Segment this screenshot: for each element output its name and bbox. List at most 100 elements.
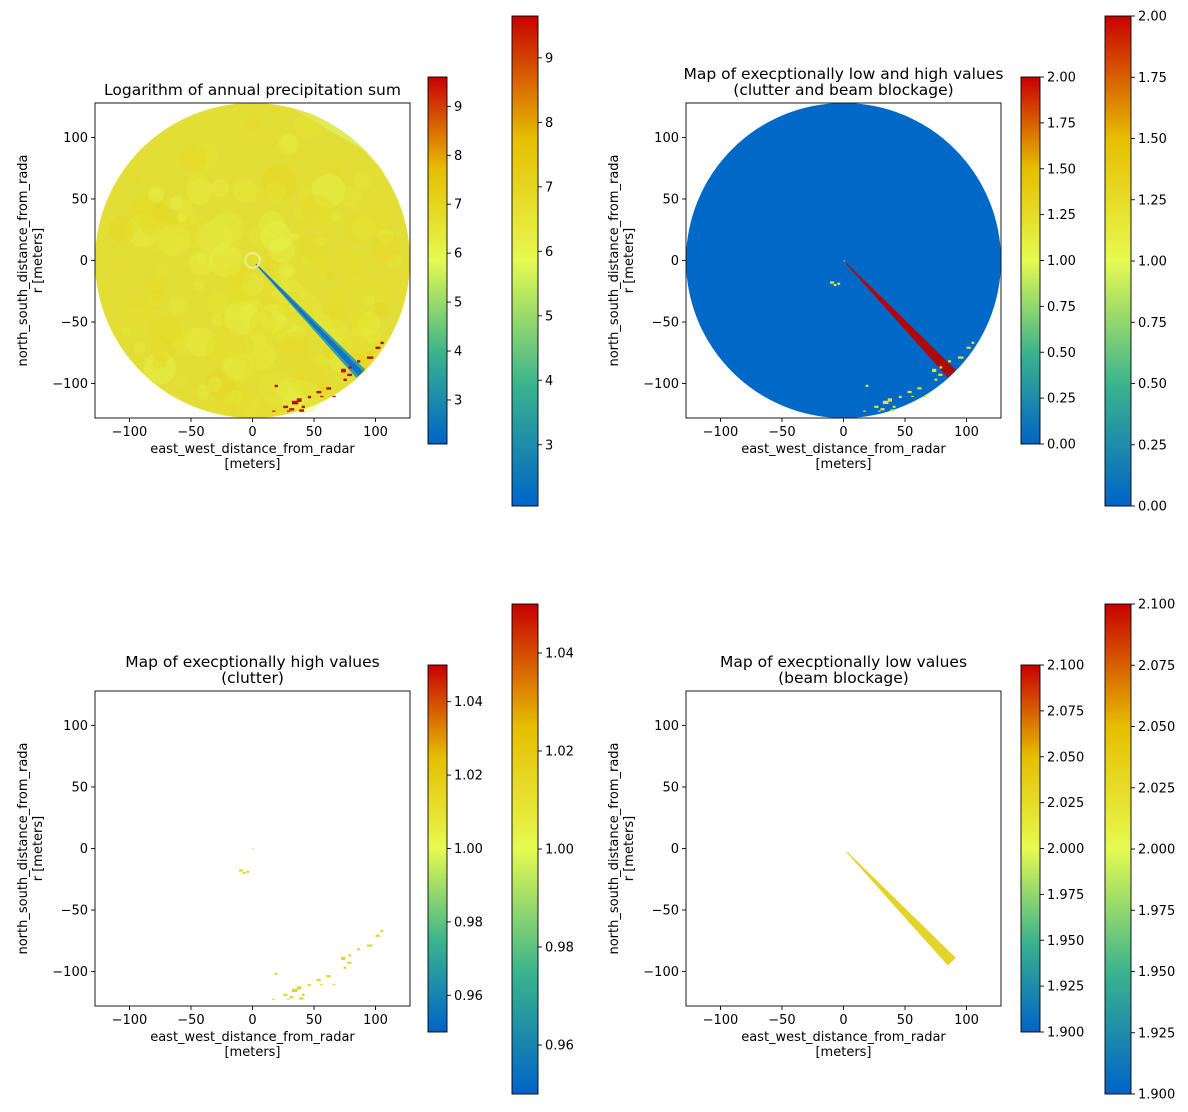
precip-texture bbox=[196, 384, 211, 399]
y-tick-label: 0 bbox=[671, 254, 679, 269]
precip-texture bbox=[297, 233, 328, 263]
mask-clutter-cell bbox=[882, 400, 889, 405]
plot-title: Map of execptionally high values bbox=[125, 653, 379, 671]
precip-texture bbox=[257, 294, 280, 317]
precip-texture bbox=[241, 272, 265, 296]
y-axis-label: r [meters] bbox=[31, 816, 46, 882]
clutter-cell bbox=[283, 993, 288, 996]
blockage-ray bbox=[846, 851, 956, 966]
precip-texture bbox=[168, 296, 188, 316]
clutter-cell bbox=[307, 983, 311, 987]
plot-content bbox=[686, 103, 1001, 418]
precip-texture bbox=[346, 326, 374, 354]
precip-texture bbox=[125, 299, 152, 325]
precip-texture bbox=[361, 204, 390, 233]
mask-clutter-cell bbox=[917, 387, 922, 390]
precip-texture bbox=[187, 172, 210, 195]
colorbar-tick-label: 1.50 bbox=[1138, 132, 1167, 147]
colorbar-tick-label: 2.00 bbox=[1047, 71, 1076, 86]
precip-texture bbox=[211, 314, 224, 327]
colorbar-1: 3 4 5 6 7 8 9 bbox=[427, 76, 462, 445]
colorbar-tick-label: 2.025 bbox=[1047, 796, 1084, 811]
y-axis-label: r [meters] bbox=[622, 228, 637, 294]
precip-texture bbox=[169, 195, 184, 211]
precip-texture bbox=[215, 325, 233, 343]
precip-clutter-cell bbox=[296, 398, 302, 402]
mask-clutter-cell bbox=[843, 260, 845, 262]
precip-texture bbox=[368, 279, 393, 304]
precip-texture bbox=[143, 351, 177, 385]
clutter-cell bbox=[347, 961, 352, 964]
precip-texture bbox=[311, 173, 346, 208]
precip-texture bbox=[172, 337, 181, 346]
precip-texture bbox=[188, 250, 214, 276]
precip-texture bbox=[371, 233, 401, 264]
precip-texture bbox=[193, 142, 220, 169]
precip-texture bbox=[358, 311, 381, 334]
precip-texture bbox=[262, 223, 281, 242]
precip-texture bbox=[154, 263, 170, 279]
precip-texture bbox=[157, 320, 182, 345]
y-tick-label: 100 bbox=[63, 131, 88, 146]
precip-texture bbox=[146, 291, 165, 310]
clutter-cell bbox=[316, 978, 321, 982]
precip-texture bbox=[258, 391, 284, 417]
precip-clutter-cell bbox=[326, 387, 332, 390]
precip-texture bbox=[290, 232, 300, 242]
precip-texture bbox=[278, 262, 294, 279]
precip-texture bbox=[177, 206, 198, 227]
colorbar-tick-label: 5 bbox=[545, 309, 553, 324]
precip-texture bbox=[191, 159, 207, 175]
precip-texture bbox=[340, 186, 362, 208]
precip-texture bbox=[287, 379, 322, 414]
colorbar-tick-label: 9 bbox=[454, 100, 462, 115]
colorbar-tick-label: 1.75 bbox=[1138, 71, 1167, 86]
y-tick-label: 0 bbox=[80, 842, 88, 857]
colorbar-tick-label: 0.25 bbox=[1047, 392, 1076, 407]
precip-texture bbox=[122, 326, 132, 336]
precip-texture bbox=[193, 280, 205, 292]
colorbar-tick-label: 9 bbox=[545, 51, 553, 66]
precip-texture bbox=[258, 371, 291, 404]
precip-texture bbox=[177, 213, 186, 222]
precip-texture bbox=[372, 302, 389, 319]
y-tick-label: 0 bbox=[671, 842, 679, 857]
colorbar-fill bbox=[1021, 77, 1040, 444]
precip-texture bbox=[226, 389, 243, 406]
precip-texture bbox=[265, 396, 279, 410]
plot-content bbox=[846, 851, 956, 966]
colorbar-fill bbox=[1105, 604, 1131, 1094]
precip-texture bbox=[151, 290, 162, 301]
y-tick-label: −50 bbox=[652, 904, 679, 919]
clutter-cell bbox=[252, 848, 254, 850]
plot-title: (beam blockage) bbox=[778, 669, 909, 687]
precip-texture bbox=[149, 223, 179, 253]
y-tick-label: 50 bbox=[662, 780, 679, 795]
colorbar-tick-label: 1.900 bbox=[1138, 1088, 1175, 1103]
mask-clutter-cell bbox=[874, 405, 879, 408]
x-tick-label: 0 bbox=[248, 1013, 256, 1028]
precip-texture bbox=[111, 222, 134, 246]
precip-texture bbox=[312, 208, 333, 229]
y-axis-label: north_south_distance_from_rada bbox=[607, 742, 622, 954]
colorbar-tick-label: 2.000 bbox=[1138, 843, 1175, 858]
y-tick-label: −50 bbox=[61, 904, 88, 919]
precip-clutter-cell bbox=[347, 373, 353, 377]
colorbar-tick-label: 0.96 bbox=[454, 989, 483, 1004]
precip-texture bbox=[378, 229, 394, 244]
precip-texture bbox=[363, 295, 375, 307]
precip-texture bbox=[342, 276, 373, 306]
precip-texture bbox=[291, 363, 327, 399]
x-tick-label: −100 bbox=[703, 425, 739, 440]
x-axis-label: east_west_distance_from_radar bbox=[150, 1030, 355, 1045]
colorbar-tick-label: 0.50 bbox=[1047, 346, 1076, 361]
x-tick-label: 50 bbox=[306, 1013, 323, 1028]
colorbar-tick-label: 1.04 bbox=[454, 695, 483, 710]
precip-texture bbox=[180, 145, 207, 172]
precip-texture bbox=[224, 352, 254, 382]
panel-1: −100 −50 0 50 100 −100 −50 0 50 100 east_west_dist… bbox=[16, 15, 553, 507]
y-axis-label: north_south_distance_from_rada bbox=[16, 154, 31, 366]
mask-clutter-cell bbox=[948, 360, 951, 363]
precip-texture bbox=[275, 322, 286, 332]
colorbar-tick-label: 1.900 bbox=[1047, 1026, 1084, 1041]
